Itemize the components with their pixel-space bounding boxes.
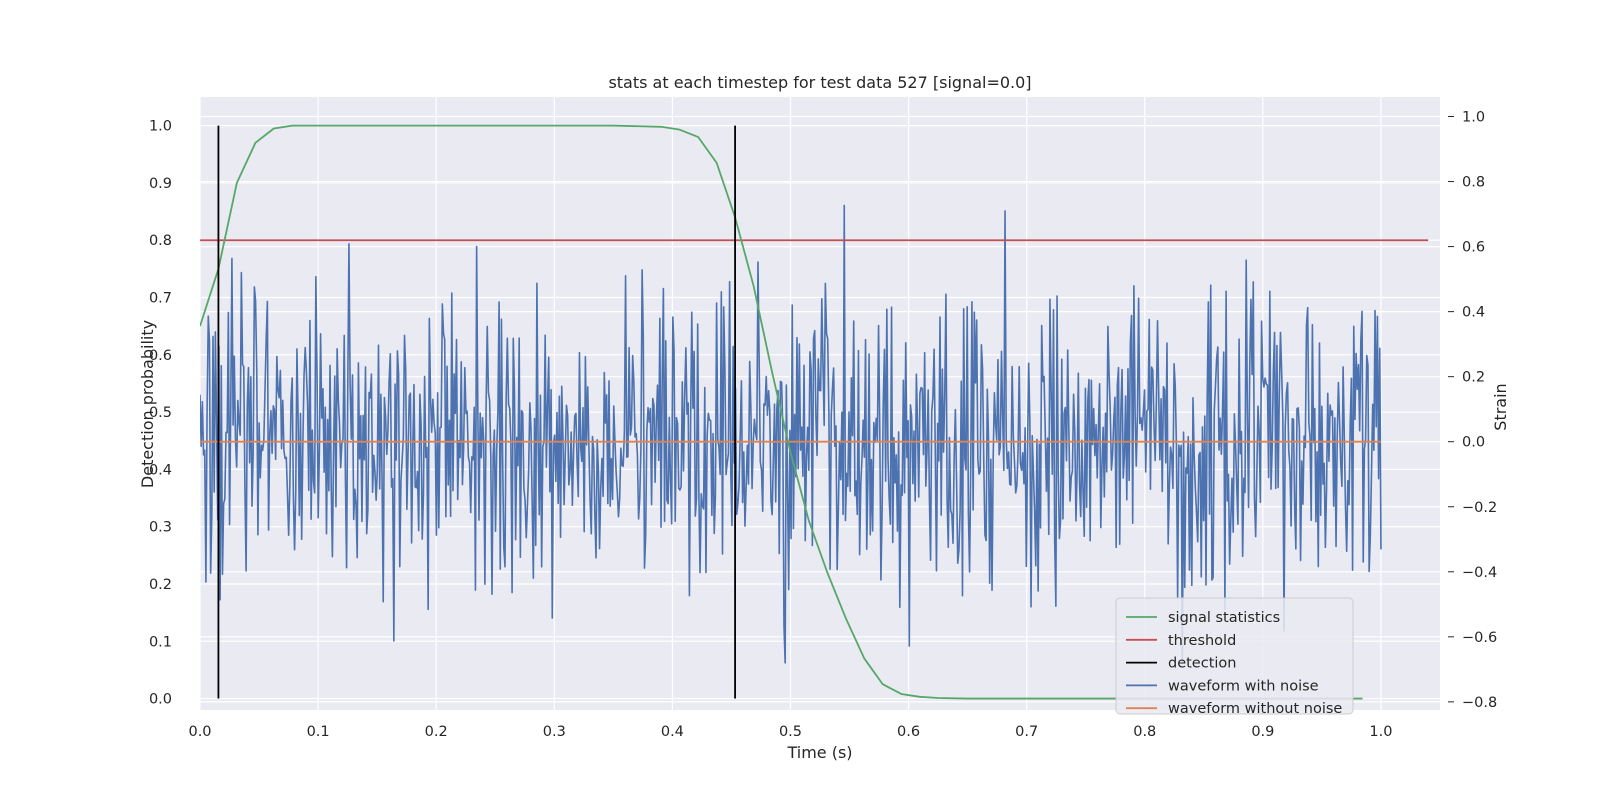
- y-tick-label-right: −0.8: [1462, 695, 1497, 711]
- y-tick-label-right: −0.2: [1462, 500, 1497, 516]
- x-tick-label: 0.0: [188, 724, 211, 740]
- x-tick-label: 0.2: [425, 724, 448, 740]
- y-tick-label-right: 0.4: [1462, 305, 1485, 321]
- series-waveform-with-noise: [200, 204, 1382, 664]
- y-tick-label-left: 1.0: [149, 119, 172, 135]
- x-tick-label: 0.8: [1133, 724, 1156, 740]
- x-axis-label: Time (s): [786, 743, 852, 762]
- y-tick-label-left: 0.8: [149, 233, 172, 249]
- y-axis-label-right: Strain: [1491, 383, 1510, 430]
- x-tick-label: 0.9: [1251, 724, 1274, 740]
- y-tick-label-right: 0.6: [1462, 240, 1485, 256]
- y-ticks-left: 0.0 0.1 0.2 0.3 0.4 0.5 0.6 0.7 0.8 0.9 1.0: [149, 119, 172, 708]
- x-ticks: 0.0 0.1 0.2 0.3 0.4 0.5 0.6 0.7 0.8 0.9 1.0: [188, 724, 1392, 740]
- series-layer: [200, 124, 1429, 700]
- x-tick-label: 0.1: [307, 724, 330, 740]
- y-tick-label-right: 1.0: [1462, 110, 1485, 126]
- y-tick-label-left: 0.7: [149, 291, 172, 307]
- legend-label: waveform with noise: [1168, 678, 1319, 694]
- chart-title: stats at each timestep for test data 527…: [608, 73, 1031, 92]
- y-tick-label-right: 0.8: [1462, 175, 1485, 191]
- y-ticks-right: −0.8 −0.6 −0.4 −0.2 0.0 0.2 0.4 0.6 0.8 1.0: [1448, 110, 1497, 711]
- x-tick-label: 0.6: [897, 724, 920, 740]
- legend-label: waveform without noise: [1168, 701, 1342, 717]
- y-tick-label-left: 0.0: [149, 692, 172, 708]
- y-tick-label-right: 0.0: [1462, 435, 1485, 451]
- y-tick-label-left: 0.1: [149, 634, 172, 650]
- legend-label: signal statistics: [1168, 610, 1280, 626]
- legend-label: detection: [1168, 656, 1236, 672]
- y-tick-label-left: 0.9: [149, 176, 172, 192]
- y-tick-label-right: −0.4: [1462, 565, 1497, 581]
- x-tick-label: 0.5: [779, 724, 802, 740]
- x-tick-label: 1.0: [1369, 724, 1392, 740]
- y-axis-label-left: Detection probability: [138, 320, 157, 488]
- y-tick-label-left: 0.6: [149, 348, 172, 364]
- legend-label: threshold: [1168, 633, 1236, 649]
- y-tick-label-left: 0.5: [149, 405, 172, 421]
- x-tick-label: 0.7: [1015, 724, 1038, 740]
- y-tick-label-right: 0.2: [1462, 370, 1485, 386]
- y-tick-label-right: −0.6: [1462, 630, 1497, 646]
- y-tick-label-left: 0.4: [149, 462, 172, 478]
- x-tick-label: 0.3: [543, 724, 566, 740]
- legend: signal statistics threshold detection wavef…: [1115, 597, 1354, 717]
- y-tick-label-left: 0.2: [149, 577, 172, 593]
- series-signal-statistics: [200, 124, 1363, 700]
- x-tick-label: 0.4: [661, 724, 684, 740]
- legend-box: [1115, 597, 1354, 715]
- y-tick-label-left: 0.3: [149, 520, 172, 536]
